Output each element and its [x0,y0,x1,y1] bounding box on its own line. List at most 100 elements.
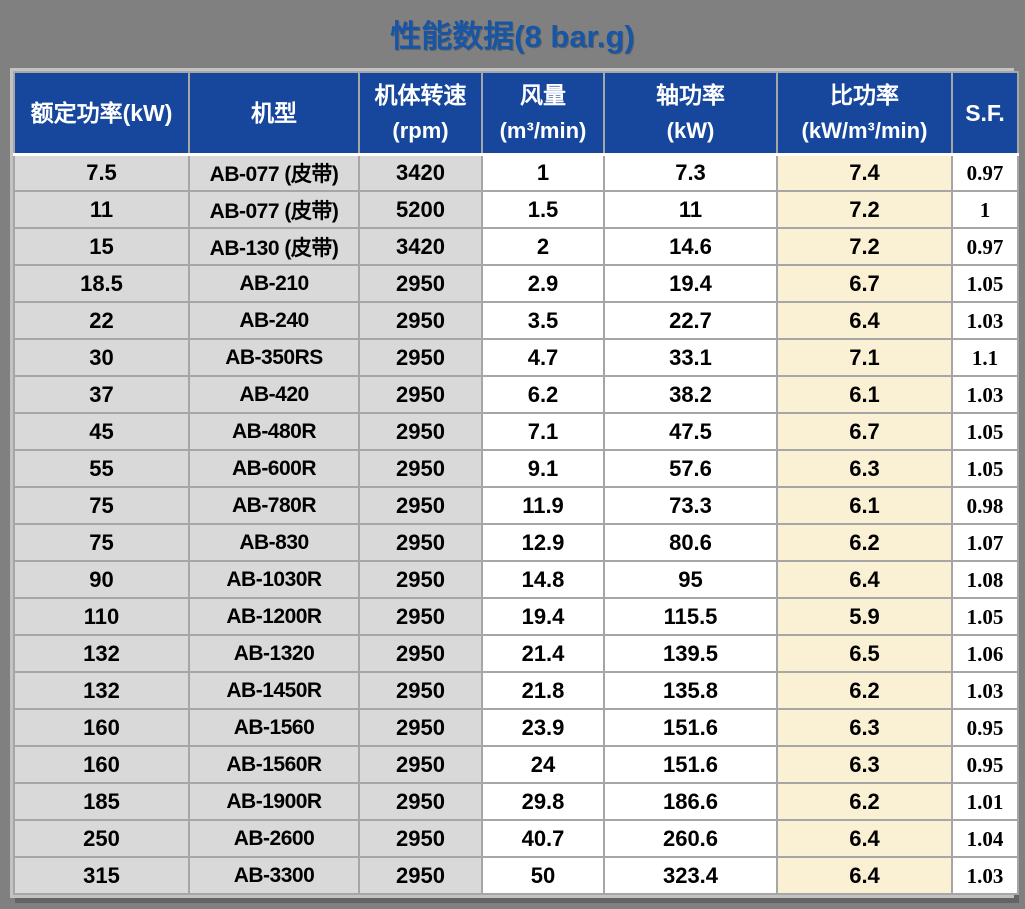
table-cell: 37 [13,375,190,414]
table-cell: 1.05 [951,597,1019,636]
column-header-unit: (rpm) [392,118,449,144]
table-cell: 1.03 [951,301,1019,340]
table-cell: 57.6 [603,449,778,488]
column-header-unit: (m³/min) [499,118,587,144]
table-cell: 21.4 [481,634,605,673]
table-cell: 75 [13,486,190,525]
column-header-body-speed: 机体转速 (rpm) [358,71,483,156]
table-cell: 2 [481,227,605,266]
table-row: 250 AB-2600 2950 40.7 260.6 6.4 1.04 [13,819,1019,858]
table-cell: 6.3 [776,745,953,784]
table-cell: 12.9 [481,523,605,562]
table-row: 160 AB-1560 2950 23.9 151.6 6.3 0.95 [13,708,1019,747]
table-cell: 1.05 [951,264,1019,303]
column-header-rated-power: 额定功率(kW) [13,71,190,156]
table-cell: AB-2600 [188,819,360,858]
table-cell: 3420 [358,227,483,266]
table-cell: 1.06 [951,634,1019,673]
table-row: 55 AB-600R 2950 9.1 57.6 6.3 1.05 [13,449,1019,488]
table-cell: 0.97 [951,153,1019,192]
table-cell: 14.6 [603,227,778,266]
table-cell: 115.5 [603,597,778,636]
table-row: 75 AB-830 2950 12.9 80.6 6.2 1.07 [13,523,1019,562]
table-cell: 6.2 [481,375,605,414]
table-row: 110 AB-1200R 2950 19.4 115.5 5.9 1.05 [13,597,1019,636]
table-cell: AB-3300 [188,856,360,895]
table-cell: 18.5 [13,264,190,303]
table-cell: 7.1 [481,412,605,451]
table-cell: 6.4 [776,819,953,858]
table-cell: 6.1 [776,375,953,414]
table-cell: 1.04 [951,819,1019,858]
table-cell: 1.1 [951,338,1019,377]
table-cell: AB-350RS [188,338,360,377]
table-cell: AB-1560R [188,745,360,784]
table-cell: AB-077 (皮带) [188,190,360,229]
table-cell: 160 [13,745,190,784]
table-cell: 33.1 [603,338,778,377]
table-cell: 80.6 [603,523,778,562]
column-header-air-flow: 风量 (m³/min) [481,71,605,156]
table-cell: 30 [13,338,190,377]
table-cell: 3420 [358,153,483,192]
table-row: 11 AB-077 (皮带) 5200 1.5 11 7.2 1 [13,190,1019,229]
table-cell: 1.03 [951,856,1019,895]
table-cell: 2950 [358,412,483,451]
table-cell: 0.98 [951,486,1019,525]
table-cell: 250 [13,819,190,858]
table-cell: AB-130 (皮带) [188,227,360,266]
table-cell: 15 [13,227,190,266]
table-cell: 2950 [358,782,483,821]
table-row: 132 AB-1450R 2950 21.8 135.8 6.2 1.03 [13,671,1019,710]
table-row: 132 AB-1320 2950 21.4 139.5 6.5 1.06 [13,634,1019,673]
table-cell: 132 [13,634,190,673]
table-cell: 323.4 [603,856,778,895]
table-cell: 1 [481,153,605,192]
table-cell: 45 [13,412,190,451]
performance-table: 额定功率(kW) 机型 机体转速 (rpm) [13,71,1019,895]
table-row: 37 AB-420 2950 6.2 38.2 6.1 1.03 [13,375,1019,414]
table-cell: 21.8 [481,671,605,710]
table-row: 30 AB-350RS 2950 4.7 33.1 7.1 1.1 [13,338,1019,377]
table-cell: AB-077 (皮带) [188,153,360,192]
table-cell: 9.1 [481,449,605,488]
table-cell: AB-210 [188,264,360,303]
table-cell: 2950 [358,338,483,377]
table-cell: 1.05 [951,449,1019,488]
table-cell: 7.2 [776,190,953,229]
table-cell: 38.2 [603,375,778,414]
table-cell: 5200 [358,190,483,229]
table-cell: 11.9 [481,486,605,525]
table-cell: 6.3 [776,708,953,747]
table-cell: 14.8 [481,560,605,599]
table-cell: 2950 [358,856,483,895]
performance-table-container: 额定功率(kW) 机型 机体转速 (rpm) [10,68,1019,898]
table-cell: AB-240 [188,301,360,340]
table-cell: 3.5 [481,301,605,340]
table-cell: 2950 [358,301,483,340]
table-cell: 160 [13,708,190,747]
table-cell: 185 [13,782,190,821]
table-cell: 315 [13,856,190,895]
table-cell: 1 [951,190,1019,229]
page-title: 性能数据(8 bar.g) [390,19,635,54]
table-header-row: 额定功率(kW) 机型 机体转速 (rpm) [13,71,1019,156]
column-header-shaft-power: 轴功率 (kW) [603,71,778,156]
table-cell: 1.5 [481,190,605,229]
table-cell: 6.2 [776,782,953,821]
table-body: 7.5 AB-077 (皮带) 3420 1 7.3 7.4 0.97 1 1 AB-077 (皮… [13,153,1019,895]
column-header-label: 比功率 [830,81,899,108]
table-cell: 2950 [358,264,483,303]
column-header-label: 额定功率(kW) [30,99,173,126]
table-cell: 1.07 [951,523,1019,562]
table-cell: 2950 [358,560,483,599]
table-row: 7.5 AB-077 (皮带) 3420 1 7.3 7.4 0.97 [13,153,1019,192]
table-cell: 19.4 [481,597,605,636]
table-cell: 132 [13,671,190,710]
table-cell: 0.97 [951,227,1019,266]
table-cell: AB-780R [188,486,360,525]
table-cell: AB-1900R [188,782,360,821]
table-cell: 7.1 [776,338,953,377]
table-cell: 50 [481,856,605,895]
table-cell: 139.5 [603,634,778,673]
